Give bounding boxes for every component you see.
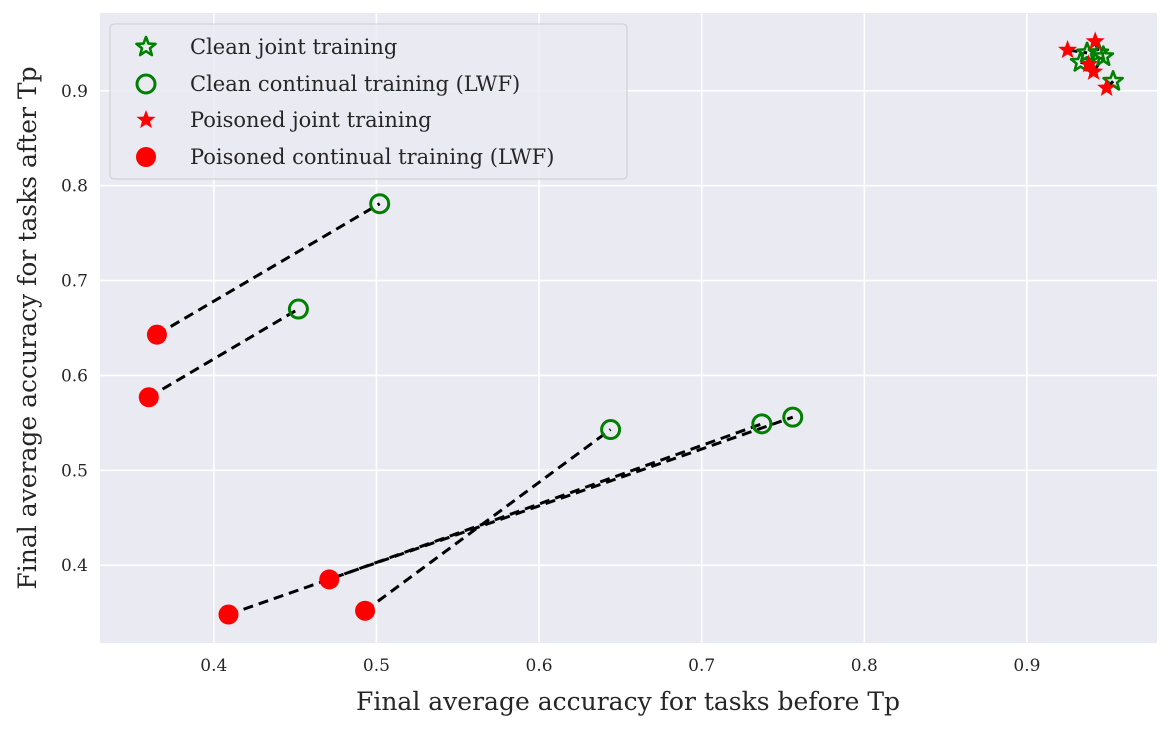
x-tick-label: 0.9 xyxy=(1013,656,1040,676)
dashed-link xyxy=(148,307,300,399)
x-tick-label: 0.7 xyxy=(688,656,715,676)
x-tick-label: 0.6 xyxy=(526,656,553,676)
y-tick-label: 0.7 xyxy=(61,272,88,292)
data-point xyxy=(287,298,309,320)
legend-label-poisoned-joint: Poisoned joint training xyxy=(190,108,432,132)
data-point xyxy=(782,406,804,428)
x-axis-label: Final average accuracy for tasks before … xyxy=(356,687,900,716)
data-point xyxy=(218,604,239,625)
legend-label-clean-continual: Clean continual training (LWF) xyxy=(190,72,520,96)
series-group xyxy=(138,324,376,625)
data-point xyxy=(1079,54,1099,73)
y-tick-label: 0.6 xyxy=(61,366,88,386)
legend-markers xyxy=(135,35,157,167)
dashed-link xyxy=(328,422,763,581)
legend-marker xyxy=(135,35,157,57)
data-point xyxy=(1097,77,1117,97)
data-point xyxy=(138,387,159,408)
y-axis-label: Final average accuracy for tasks after T… xyxy=(13,66,42,589)
dashed-link xyxy=(156,202,381,336)
data-point xyxy=(355,600,376,621)
tick-labels: 0.4 0.5 0.6 0.7 0.8 0.9 0.4 0.5 0.6 0.7 0.8 0.9 xyxy=(61,82,1040,676)
legend-marker xyxy=(135,73,157,95)
data-point xyxy=(1085,31,1105,50)
data-point xyxy=(319,569,340,590)
series-group xyxy=(1058,31,1117,97)
y-tick-label: 0.5 xyxy=(61,461,88,481)
dashed-link xyxy=(364,428,612,612)
y-tick-label: 0.9 xyxy=(61,82,88,102)
legend: Clean joint training Clean continual tra… xyxy=(109,23,628,180)
data-points xyxy=(138,31,1124,625)
legend-frame xyxy=(109,23,628,180)
y-tick-label: 0.4 xyxy=(61,556,88,576)
legend-label-clean-joint: Clean joint training xyxy=(190,35,397,59)
legend-marker xyxy=(136,147,156,167)
x-tick-label: 0.8 xyxy=(851,656,878,676)
data-point xyxy=(369,193,391,215)
x-tick-label: 0.5 xyxy=(363,656,390,676)
series-group xyxy=(287,193,804,441)
data-point xyxy=(600,419,622,441)
data-point xyxy=(1092,45,1115,67)
y-tick-label: 0.8 xyxy=(61,177,88,197)
data-point xyxy=(751,413,773,435)
legend-marker xyxy=(136,110,156,129)
x-tick-label: 0.4 xyxy=(200,656,227,676)
legend-label-poisoned-continual: Poisoned continual training (LWF) xyxy=(190,145,554,169)
data-point xyxy=(1058,40,1078,59)
data-point xyxy=(146,324,167,345)
